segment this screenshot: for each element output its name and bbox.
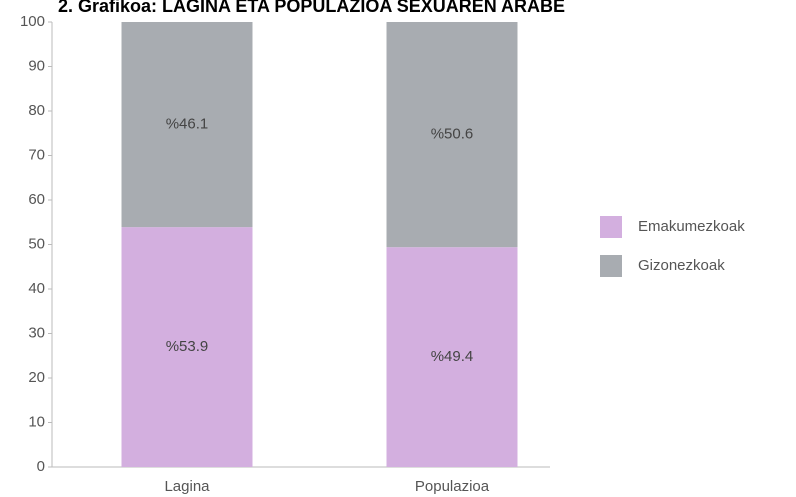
y-tick-label: 60: [28, 191, 45, 208]
y-tick-label: 80: [28, 102, 45, 119]
legend-label: Emakumezkoak: [638, 218, 745, 235]
y-tick-label: 30: [28, 324, 45, 341]
data-label: %50.6: [431, 126, 474, 143]
y-tick-label: 10: [28, 413, 45, 430]
x-tick-label: Lagina: [164, 478, 210, 495]
data-label: %53.9: [166, 338, 209, 355]
bar-segment: [121, 227, 253, 467]
bar-segment: [121, 22, 253, 228]
y-tick-label: 40: [28, 280, 45, 297]
bar-segment: [386, 22, 518, 248]
bar-segment: [386, 247, 518, 467]
legend-swatch: [600, 255, 622, 277]
y-tick-label: 0: [37, 458, 45, 475]
y-tick-label: 70: [28, 146, 45, 163]
legend-swatch: [600, 216, 622, 238]
data-label: %49.4: [431, 348, 474, 365]
legend-label: Gizonezkoak: [638, 257, 725, 274]
y-tick-label: 20: [28, 369, 45, 386]
x-tick-label: Populazioa: [415, 478, 490, 495]
chart-title: 2. Grafikoa: LAGINA ETA POPULAZIOA SEXUA…: [58, 0, 565, 16]
y-tick-label: 50: [28, 235, 45, 252]
y-tick-label: 100: [20, 13, 45, 30]
y-tick-label: 90: [28, 57, 45, 74]
data-label: %46.1: [166, 116, 209, 133]
